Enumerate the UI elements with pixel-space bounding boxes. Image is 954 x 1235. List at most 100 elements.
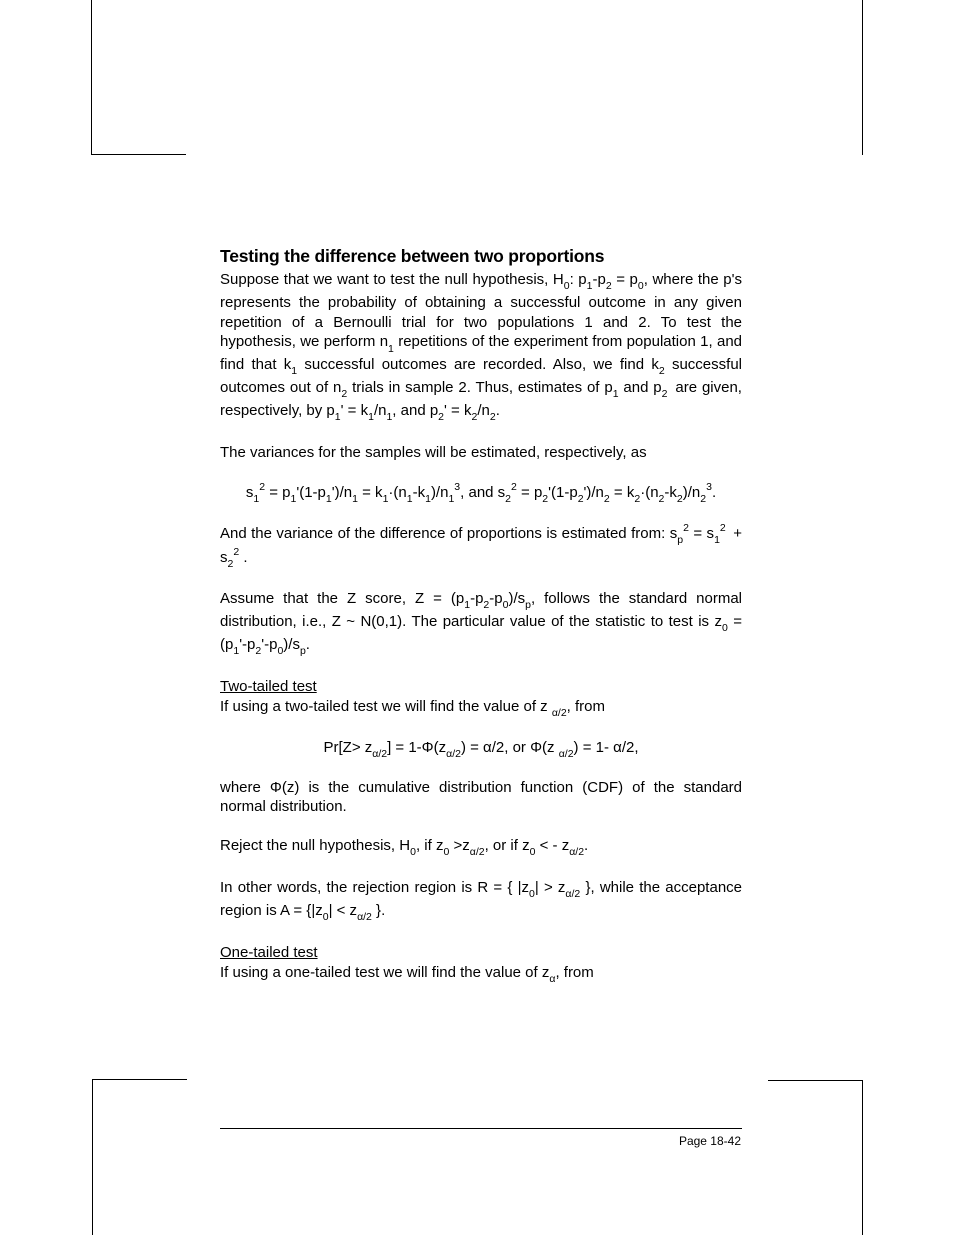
superscript: 2 [720, 522, 726, 534]
subscript: p [525, 599, 531, 611]
subscript: 2 [471, 411, 477, 423]
page-number: Page 18-42 [679, 1134, 741, 1148]
subscript: 2 [677, 493, 683, 505]
crop-mark-bl-h [92, 1079, 187, 1080]
subscript: 2 [634, 493, 640, 505]
subscript: α [549, 973, 555, 985]
formula-alpha: Pr[Z> zα/2] = 1-Φ(zα/2) = α/2, or Φ(z α/… [220, 739, 742, 759]
subscript: 2 [604, 493, 610, 505]
superscript: 2 [683, 522, 689, 534]
subscript: 0 [443, 846, 449, 858]
text: '-p [261, 636, 277, 653]
text: Suppose that we want to test the null hy… [220, 271, 564, 288]
text: ·(n [640, 484, 658, 501]
paragraph-variances-intro: The variances for the samples will be es… [220, 443, 742, 463]
subscript: 2 [228, 558, 234, 570]
text: ) = α/2, or Φ(z [461, 739, 559, 756]
text: -k [413, 484, 426, 501]
text: -p [470, 590, 483, 607]
paragraph-onetailed: If using a one-tailed test we will find … [220, 963, 742, 986]
paragraph-reject: Reject the null hypothesis, H0, if z0 >z… [220, 836, 742, 859]
text: ')/n [584, 484, 604, 501]
text: -p [489, 590, 502, 607]
subscript: α/2 [552, 707, 567, 719]
subscript: 2 [490, 411, 496, 423]
text: )/n [683, 484, 701, 501]
subscript: 1 [383, 493, 389, 505]
subscript: 2 [659, 365, 665, 377]
subscript: 1 [352, 493, 358, 505]
text: If using a two-tailed test we will find … [220, 698, 552, 715]
section-heading: Testing the difference between two propo… [220, 246, 742, 267]
text: Assume that the Z score, Z = (p [220, 590, 464, 607]
text: , or if z [485, 837, 530, 854]
subscript: 1 [335, 411, 341, 423]
subscript: α/2 [470, 846, 485, 858]
text: '(1-p [548, 484, 578, 501]
subscript: 2 [438, 411, 444, 423]
subscript: 2 [606, 280, 612, 292]
subscript: 0 [638, 280, 644, 292]
text: ·(n [388, 484, 406, 501]
subscript: α/2 [559, 748, 574, 760]
formula-variances: s12 = p1'(1-p1')/n1 = k1·(n1-k1)/n13, an… [220, 482, 742, 504]
crop-mark-tr [862, 0, 863, 155]
text: )/n [431, 484, 449, 501]
text: >z [449, 837, 469, 854]
subscript: 0 [722, 622, 728, 634]
subscript: α/2 [446, 748, 461, 760]
paragraph-zscore: Assume that the Z score, Z = (p1-p2-p0)/… [220, 589, 742, 658]
subheading-two-tailed: Two-tailed test [220, 677, 742, 697]
text: = s [689, 525, 714, 542]
text: | < z [329, 902, 358, 919]
text: In other words, the rejection region is … [220, 879, 529, 896]
text: successful outcomes are recorded. Also, … [297, 356, 659, 373]
superscript: 2 [511, 481, 517, 493]
text: . [496, 402, 500, 419]
subscript: 0 [323, 911, 329, 923]
text: = p [612, 271, 638, 288]
paragraph-twotailed-intro: If using a two-tailed test we will find … [220, 697, 742, 720]
subscript: 1 [291, 493, 297, 505]
text: ')/n [332, 484, 352, 501]
subscript: 2 [483, 599, 489, 611]
text: . [584, 837, 588, 854]
text: '-p [239, 636, 255, 653]
subscript: 1 [368, 411, 374, 423]
text: One-tailed test [220, 944, 318, 961]
text: Pr[Z> z [323, 739, 372, 756]
text: , and s [460, 484, 505, 501]
text: Two-tailed test [220, 678, 317, 695]
subscript: 1 [253, 493, 259, 505]
text: and p [619, 379, 662, 396]
text: /n [477, 402, 490, 419]
paragraph-regions: In other words, the rejection region is … [220, 878, 742, 924]
subscript: 1 [407, 493, 413, 505]
text: And the variance of the difference of pr… [220, 525, 677, 542]
text: ' = k [341, 402, 368, 419]
superscript: 2 [233, 546, 239, 558]
subscript: 1 [587, 280, 593, 292]
subscript: 0 [410, 846, 416, 858]
text: , from [567, 698, 605, 715]
subscript: 1 [464, 599, 470, 611]
subscript: 2 [659, 493, 665, 505]
subscript: 1 [326, 493, 332, 505]
text: )/s [283, 636, 300, 653]
text: -p [592, 271, 605, 288]
text: . [239, 549, 247, 566]
text: , from [555, 964, 593, 981]
subscript: 2 [341, 388, 347, 400]
text: ' = k [444, 402, 471, 419]
text: ) = 1- α/2, [574, 739, 639, 756]
subscript: 2 [700, 493, 706, 505]
subscript: α/2 [357, 911, 372, 923]
text: = p [265, 484, 290, 501]
subscript: 0 [564, 280, 570, 292]
subscript: 0 [530, 846, 536, 858]
text: If using a one-tailed test we will find … [220, 964, 549, 981]
subscript: 2 [662, 388, 668, 400]
subscript: 0 [503, 599, 509, 611]
text: -k [664, 484, 677, 501]
paragraph-intro: Suppose that we want to test the null hy… [220, 270, 742, 424]
